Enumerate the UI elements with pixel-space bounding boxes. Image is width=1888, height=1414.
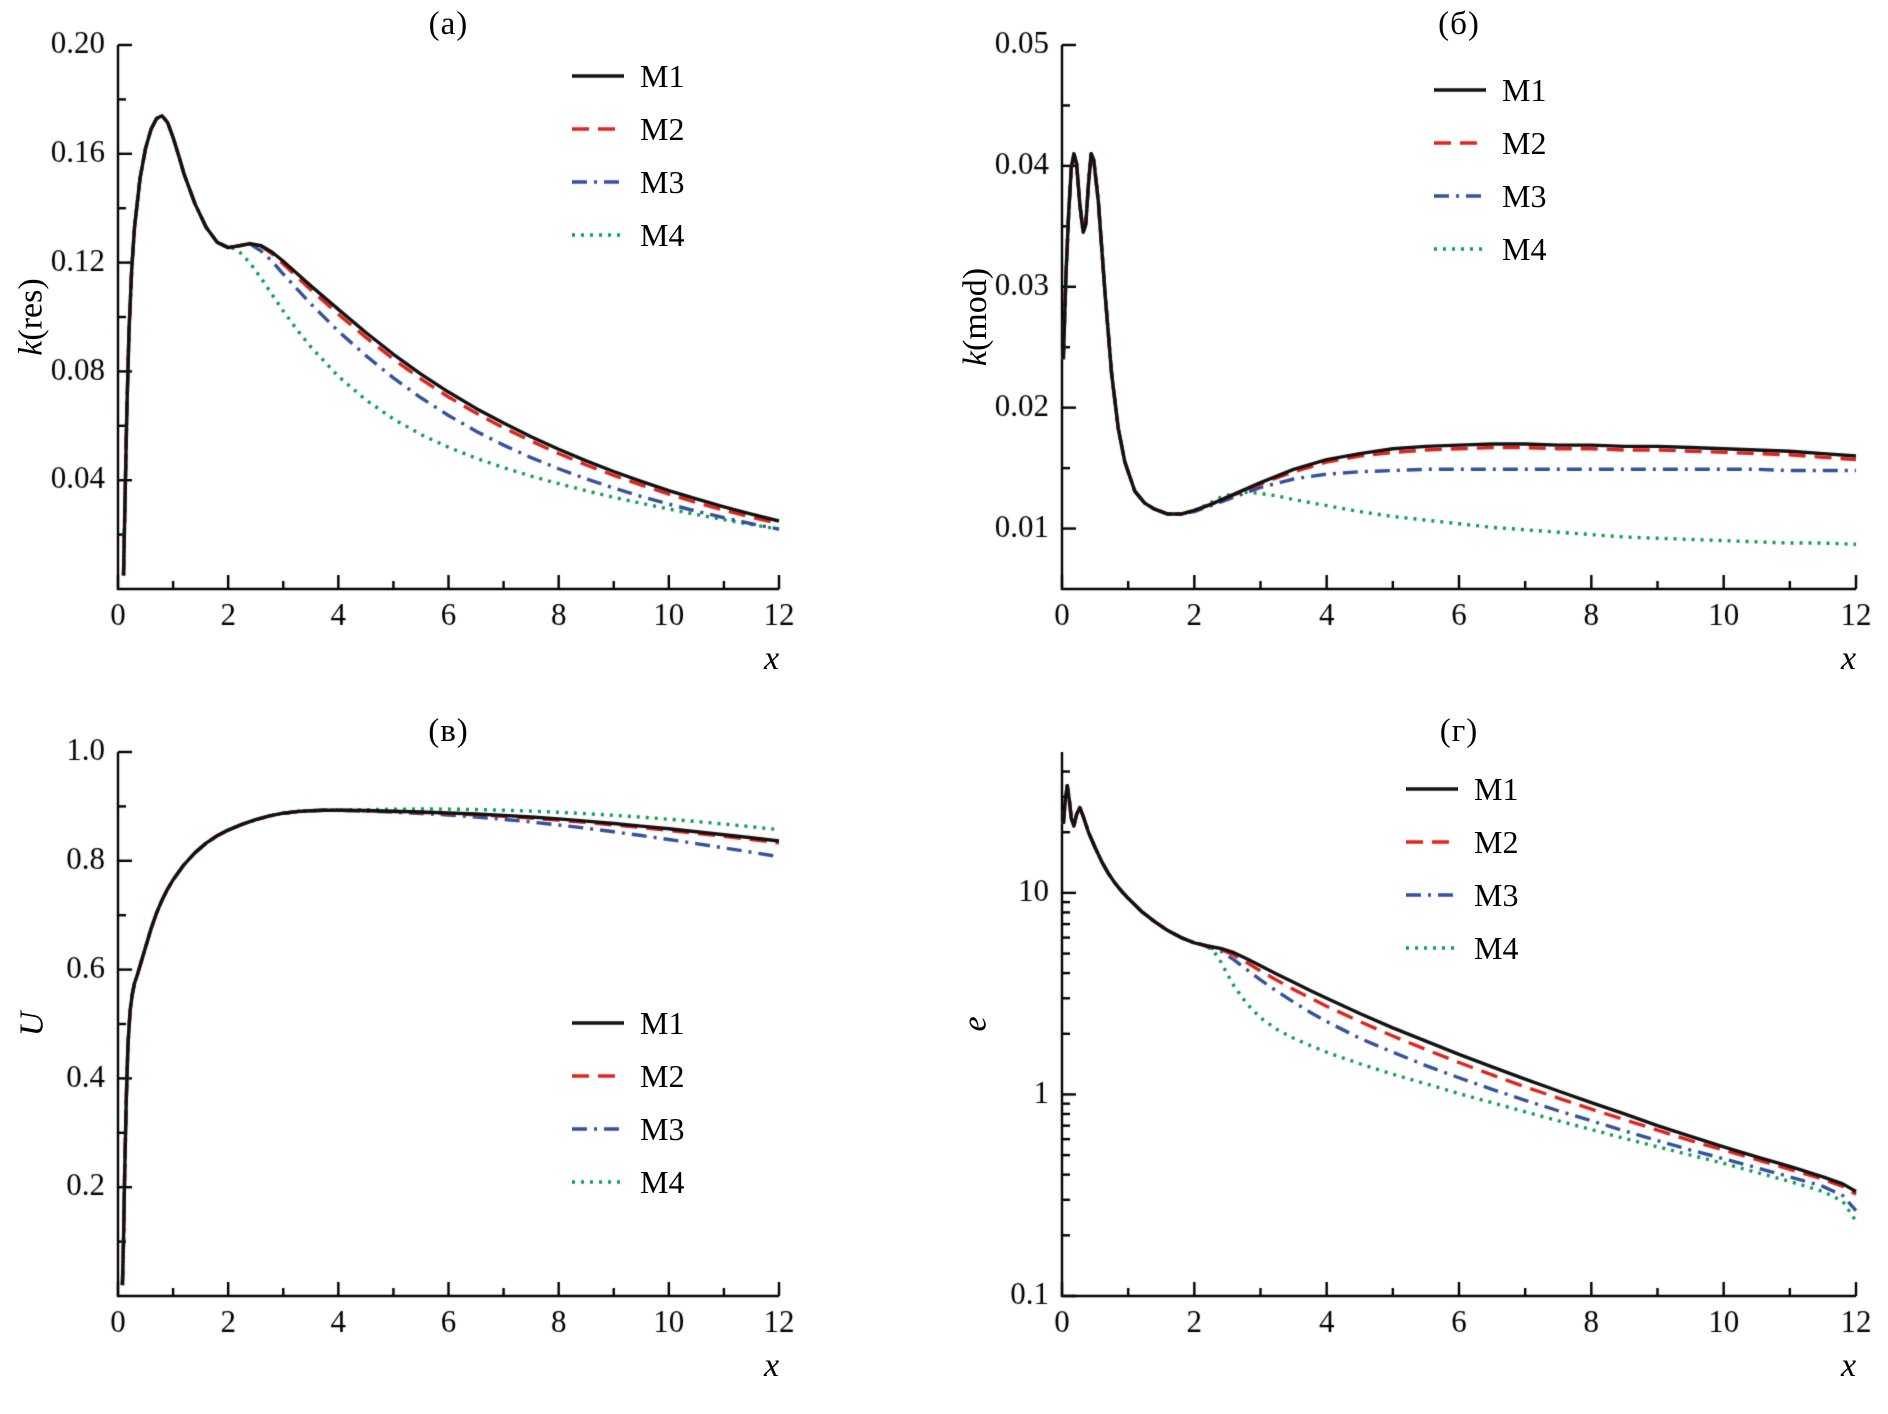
y-axis-label-kmod: k(mod) <box>957 267 994 367</box>
panel-a: (а) k(res) x M1 M2 M3 M4 <box>0 0 944 707</box>
legend-line-m4-icon <box>572 1177 624 1187</box>
legend-line-m2-icon <box>1434 138 1486 148</box>
y-axis-label-kres: k(res) <box>13 278 51 356</box>
legend-line-m4-icon <box>572 230 624 240</box>
legend-item-m1: M1 <box>1434 72 1546 108</box>
legend-line-m3-icon <box>572 177 624 187</box>
legend-item-m3: M3 <box>572 164 684 200</box>
chart-canvas-kres <box>0 0 944 707</box>
legend-line-m4-icon <box>1406 943 1458 953</box>
y-axis-label-u: U <box>13 1011 50 1037</box>
legend-item-m1: M1 <box>1406 771 1518 807</box>
y-axis-label-e: e <box>957 1016 994 1032</box>
legend-item-m1: M1 <box>572 1005 684 1041</box>
x-axis-label: x <box>764 640 780 677</box>
panel-g: (г) e x M1 M2 M3 M4 <box>944 707 1888 1414</box>
legend-item-m4: M4 <box>572 217 684 253</box>
legend-item-m2: M2 <box>1434 125 1546 161</box>
panel-title-a: (а) <box>428 6 469 42</box>
legend-line-m2-icon <box>1406 837 1458 847</box>
x-axis-label: x <box>764 1347 780 1384</box>
legend-b: M1 M2 M3 M4 <box>1434 72 1546 267</box>
legend-line-m4-icon <box>1434 244 1486 254</box>
panel-title-b: (б) <box>1438 6 1480 42</box>
x-axis-label: x <box>1841 640 1857 677</box>
legend-item-m2: M2 <box>1406 824 1518 860</box>
legend-line-m3-icon <box>1434 191 1486 201</box>
panel-b: (б) k(mod) x M1 M2 M3 M4 <box>944 0 1888 707</box>
legend-line-m3-icon <box>1406 890 1458 900</box>
legend-item-m3: M3 <box>1406 877 1518 913</box>
chart-canvas-u <box>0 707 944 1414</box>
panel-title-g: (г) <box>1439 713 1479 749</box>
panel-v: (в) U x M1 M2 M3 M4 <box>0 707 944 1414</box>
legend-item-m4: M4 <box>1406 930 1518 966</box>
legend-v: M1 M2 M3 M4 <box>572 1005 684 1200</box>
legend-a: M1 M2 M3 M4 <box>572 58 684 253</box>
legend-line-m1-icon <box>572 71 624 81</box>
legend-item-m2: M2 <box>572 111 684 147</box>
legend-item-m4: M4 <box>1434 231 1546 267</box>
legend-line-m2-icon <box>572 124 624 134</box>
legend-line-m1-icon <box>572 1018 624 1028</box>
legend-item-m3: M3 <box>1434 178 1546 214</box>
x-axis-label: x <box>1841 1347 1857 1384</box>
legend-item-m4: M4 <box>572 1164 684 1200</box>
legend-line-m2-icon <box>572 1071 624 1081</box>
panel-title-v: (в) <box>428 713 469 749</box>
legend-line-m1-icon <box>1406 784 1458 794</box>
legend-item-m1: M1 <box>572 58 684 94</box>
legend-g: M1 M2 M3 M4 <box>1406 771 1518 966</box>
legend-line-m1-icon <box>1434 85 1486 95</box>
chart-canvas-e <box>944 707 1888 1414</box>
legend-line-m3-icon <box>572 1124 624 1134</box>
chart-canvas-kmod <box>944 0 1888 707</box>
legend-item-m3: M3 <box>572 1111 684 1147</box>
legend-item-m2: M2 <box>572 1058 684 1094</box>
